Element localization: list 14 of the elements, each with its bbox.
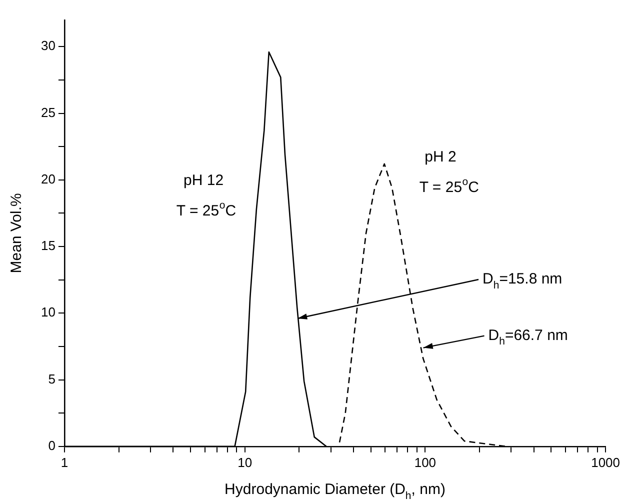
x-tick-label: 1000 [591, 454, 620, 470]
y-tick-label: 20 [40, 171, 56, 186]
x-tick-label: 100 [414, 454, 436, 470]
y-tick-label: 10 [40, 304, 56, 320]
y-tick-label: 5 [48, 371, 56, 386]
y-tick-label: 25 [40, 104, 56, 120]
x-tick-label: 1 [60, 454, 68, 470]
y-tick-label: 0 [48, 438, 56, 453]
y-tick-label: 15 [40, 238, 56, 254]
annotation: pH 12 [184, 172, 224, 189]
annotation: pH 2 [424, 148, 456, 166]
y-tick-label: 30 [40, 38, 56, 54]
x-tick-label: 10 [238, 454, 252, 470]
y-axis-title: Mean Vol.% [8, 193, 26, 274]
